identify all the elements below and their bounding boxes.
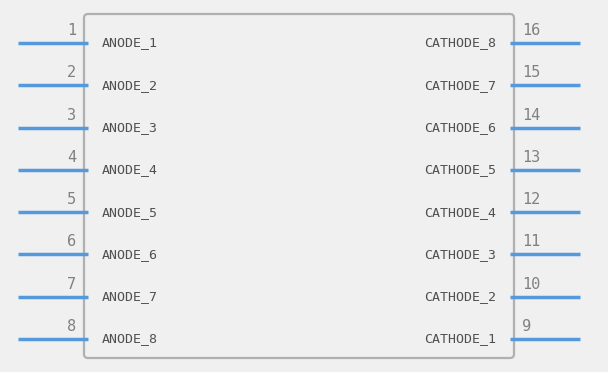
Text: ANODE_7: ANODE_7 [102, 290, 158, 303]
Text: ANODE_4: ANODE_4 [102, 163, 158, 176]
Text: 4: 4 [67, 150, 76, 165]
Text: 11: 11 [522, 234, 541, 250]
FancyBboxPatch shape [84, 14, 514, 358]
Text: ANODE_1: ANODE_1 [102, 36, 158, 49]
Text: ANODE_2: ANODE_2 [102, 79, 158, 92]
Text: CATHODE_2: CATHODE_2 [424, 290, 496, 303]
Text: 6: 6 [67, 234, 76, 250]
Text: CATHODE_5: CATHODE_5 [424, 163, 496, 176]
Text: 10: 10 [522, 277, 541, 292]
Text: ANODE_6: ANODE_6 [102, 248, 158, 261]
Text: CATHODE_1: CATHODE_1 [424, 333, 496, 346]
Text: ANODE_3: ANODE_3 [102, 121, 158, 134]
Text: 15: 15 [522, 65, 541, 80]
Text: 3: 3 [67, 108, 76, 122]
Text: 7: 7 [67, 277, 76, 292]
Text: 16: 16 [522, 23, 541, 38]
Text: ANODE_5: ANODE_5 [102, 206, 158, 219]
Text: CATHODE_8: CATHODE_8 [424, 36, 496, 49]
Text: 13: 13 [522, 150, 541, 165]
Text: 8: 8 [67, 319, 76, 334]
Text: ANODE_8: ANODE_8 [102, 333, 158, 346]
Text: CATHODE_4: CATHODE_4 [424, 206, 496, 219]
Text: 5: 5 [67, 192, 76, 207]
Text: 14: 14 [522, 108, 541, 122]
Text: 1: 1 [67, 23, 76, 38]
Text: 12: 12 [522, 192, 541, 207]
Text: CATHODE_6: CATHODE_6 [424, 121, 496, 134]
Text: 2: 2 [67, 65, 76, 80]
Text: 9: 9 [522, 319, 531, 334]
Text: CATHODE_7: CATHODE_7 [424, 79, 496, 92]
Text: CATHODE_3: CATHODE_3 [424, 248, 496, 261]
